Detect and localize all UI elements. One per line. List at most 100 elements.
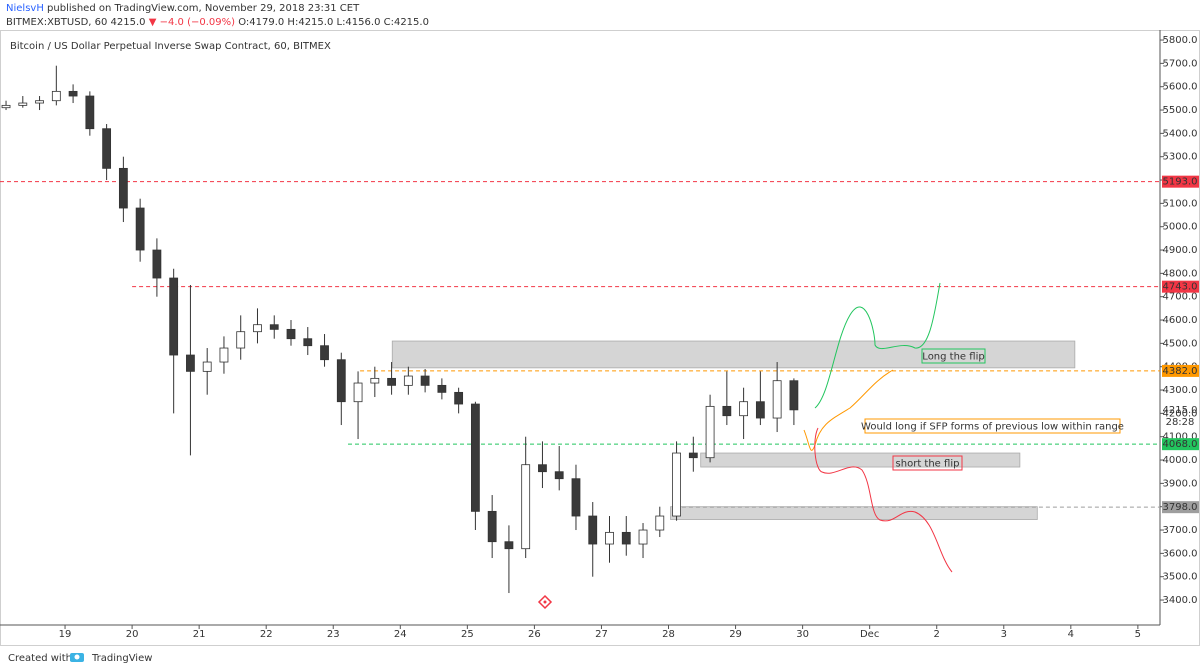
candle-body	[420, 375, 430, 386]
annotation: Would long if SFP forms of previous low …	[861, 422, 1124, 433]
y-tick-label: 3600.0	[1163, 548, 1198, 559]
candle-body	[269, 324, 279, 330]
logo	[70, 653, 84, 662]
last-price-label: 4215.0	[1163, 405, 1198, 416]
level-label: 4743.0	[1163, 282, 1198, 293]
candle-body	[437, 384, 447, 393]
footer-brand[interactable]: TradingView	[91, 653, 152, 664]
y-tick-label: 4700.0	[1163, 292, 1198, 303]
x-tick-label: 29	[729, 629, 742, 640]
x-tick-label: 27	[595, 629, 608, 640]
y-tick-label: 5500.0	[1163, 105, 1198, 116]
x-tick-label: 4	[1068, 629, 1074, 640]
y-tick-label: 5800.0	[1163, 35, 1198, 46]
candle-body	[336, 359, 346, 403]
scenario-red	[814, 427, 953, 573]
candle-body	[638, 529, 648, 545]
y-tick-label: 3900.0	[1163, 478, 1198, 489]
y-tick-label: 5000.0	[1163, 222, 1198, 233]
ohlc: O:4179.0 H:4215.0 L:4156.0 C:4215.0	[238, 17, 429, 28]
annotation: Long the flip	[922, 352, 984, 363]
candle-body	[789, 380, 799, 411]
candle-body	[605, 531, 614, 545]
chart-frame	[0, 30, 1200, 646]
y-tick-label: 3700.0	[1163, 525, 1198, 536]
x-tick-label: 24	[394, 629, 407, 640]
candle-body	[303, 338, 313, 347]
zone	[700, 452, 1021, 468]
annotation-box	[892, 455, 963, 471]
change: ▼ −4.0 (−0.09%)	[149, 17, 235, 28]
candle-body	[403, 375, 413, 386]
candle-body	[219, 347, 229, 363]
candle-body	[672, 452, 681, 517]
event-marker[interactable]	[537, 594, 553, 610]
candle-body	[722, 405, 732, 417]
x-tick-label: 5	[1135, 629, 1141, 640]
x-tick-label: 30	[796, 629, 809, 640]
y-tick-label: 4600.0	[1163, 315, 1198, 326]
x-tick-label: 2	[934, 629, 940, 640]
annotation-box	[864, 418, 1121, 434]
scenario-green	[814, 282, 941, 409]
candle-body	[454, 391, 464, 405]
candle-body	[102, 128, 112, 169]
candle-body	[286, 328, 296, 340]
candle-body	[18, 102, 28, 106]
y-tick-label: 3500.0	[1163, 572, 1198, 583]
candle-body	[621, 531, 631, 545]
candle-body	[571, 478, 581, 517]
y-tick-label: 4000.0	[1163, 455, 1198, 466]
candle-body	[169, 277, 179, 356]
footer-created: Created with	[8, 653, 72, 664]
candle-body	[521, 464, 531, 550]
candle-body	[588, 515, 598, 545]
candle-body	[655, 515, 665, 531]
x-tick-label: 19	[59, 629, 72, 640]
candle-body	[186, 354, 195, 372]
candle-body	[755, 401, 765, 419]
candle-body	[236, 331, 246, 349]
candle-body	[1, 104, 11, 109]
level-label-box	[1162, 280, 1199, 293]
author[interactable]: NielsvH	[6, 3, 44, 14]
y-tick-label: 4500.0	[1163, 338, 1198, 349]
x-tick-label: 3	[1001, 629, 1007, 640]
symbol: BITMEX:XBTUSD, 60	[6, 17, 107, 28]
last: 4215.0	[111, 17, 146, 28]
x-tick-label: 20	[126, 629, 139, 640]
candle-body	[504, 541, 514, 550]
y-tick-label: 4800.0	[1163, 268, 1198, 279]
level-label: 3798.0	[1163, 502, 1198, 513]
annotation-box	[921, 348, 986, 364]
level-label: 4068.0	[1163, 439, 1198, 450]
header-line-2: BITMEX:XBTUSD, 60 4215.0 ▼ −4.0 (−0.09%)…	[6, 17, 429, 28]
candle-body	[370, 377, 380, 384]
y-tick-label: 5700.0	[1163, 58, 1198, 69]
y-tick-label: 5600.0	[1163, 82, 1198, 93]
candle-body	[772, 380, 782, 419]
x-tick-label: 22	[260, 629, 273, 640]
candle-body	[68, 90, 78, 97]
level-label-box	[1162, 501, 1199, 514]
y-tick-label: 5400.0	[1163, 128, 1198, 139]
x-tick-label: 26	[528, 629, 541, 640]
candle-body	[35, 100, 44, 104]
x-tick-label: 25	[461, 629, 474, 640]
candle-body	[554, 471, 564, 480]
level-label: 4382.0	[1163, 366, 1198, 377]
candle-body	[470, 403, 480, 512]
x-tick-label: 21	[193, 629, 206, 640]
y-tick-label: 4300.0	[1163, 385, 1198, 396]
level-label-box	[1162, 364, 1199, 377]
published: published on TradingView.com, November 2…	[47, 3, 360, 14]
candle-body	[739, 401, 749, 417]
header-line-1: NielsvH published on TradingView.com, No…	[6, 3, 360, 14]
candle-body	[353, 382, 363, 403]
zone	[670, 506, 1038, 520]
candle-body	[320, 345, 329, 361]
candle-body	[538, 464, 547, 473]
candle-body	[51, 90, 61, 102]
plot: 3400.03500.03600.03700.03800.03900.04000…	[0, 35, 1198, 640]
